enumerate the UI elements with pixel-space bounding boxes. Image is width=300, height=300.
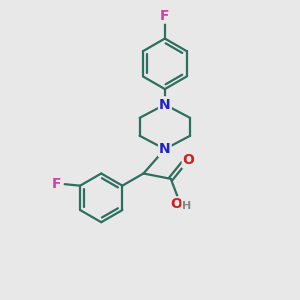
Text: F: F [160,9,170,23]
Text: N: N [159,98,171,112]
Text: H: H [182,201,191,211]
Text: N: N [159,142,171,156]
Text: N: N [159,98,171,112]
Text: F: F [52,177,61,190]
Text: O: O [170,197,182,212]
Text: O: O [183,153,195,167]
